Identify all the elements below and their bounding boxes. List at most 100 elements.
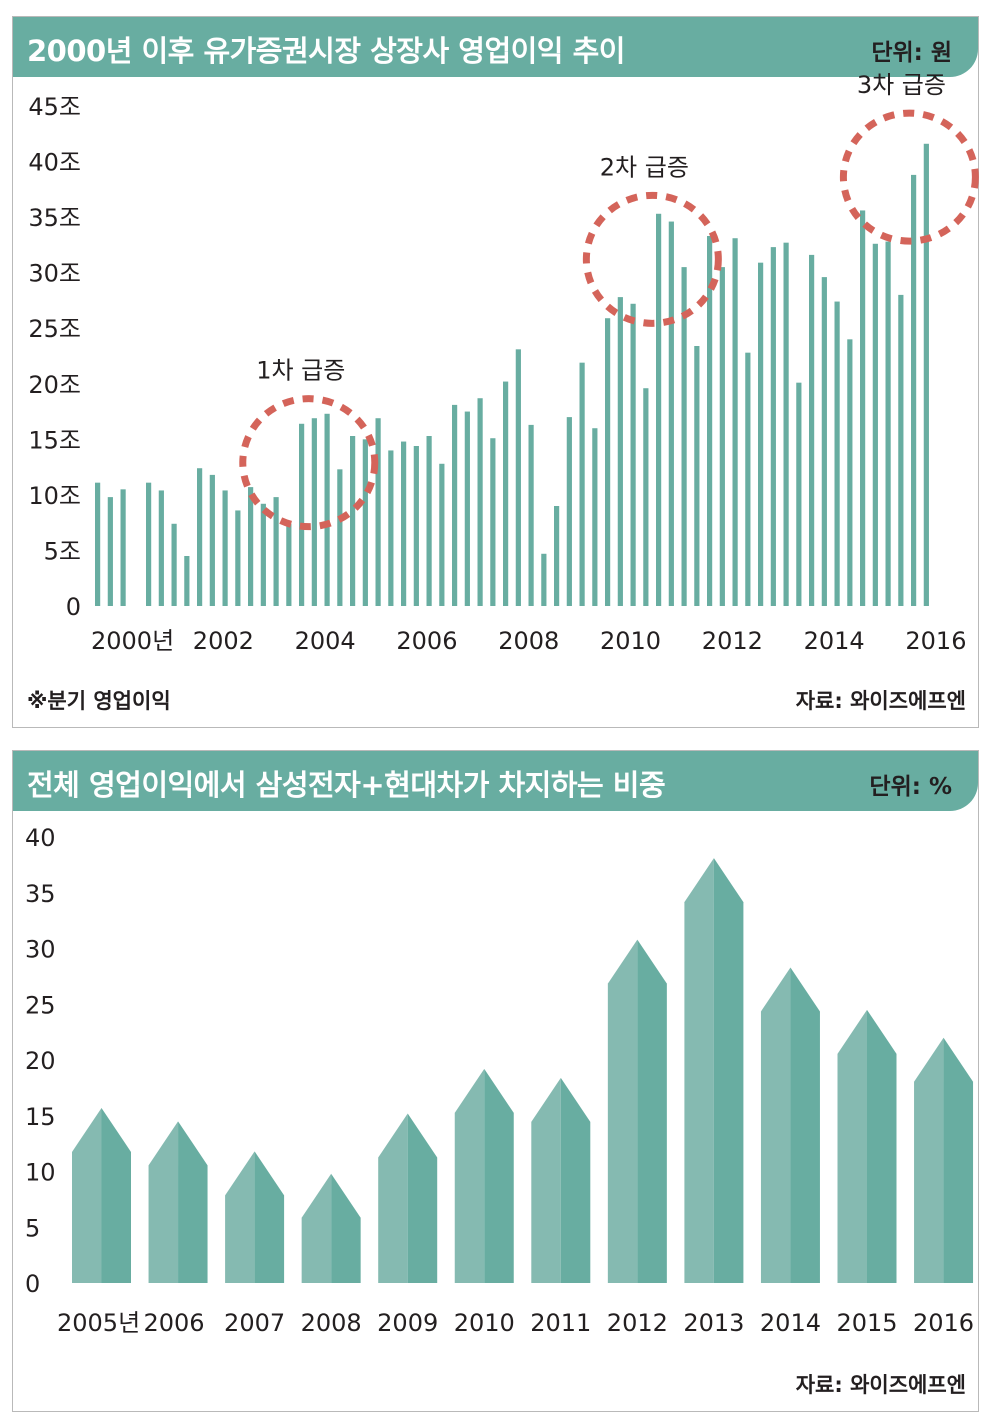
y-tick-label: 10: [25, 1159, 56, 1187]
profit-bar: [503, 381, 509, 606]
chart1-footnote: ※분기 영업이익: [27, 689, 171, 713]
chart2-source: 자료: 와이즈에프엔: [795, 1373, 966, 1397]
profit-bar: [120, 489, 126, 606]
profit-bar: [490, 438, 496, 606]
chart2-unit: 단위: %: [869, 774, 952, 800]
surge-label: 2차 급증: [600, 153, 689, 181]
y-tick-label: 5조: [44, 537, 81, 565]
y-tick-label: 20: [25, 1047, 56, 1075]
profit-bar: [719, 267, 725, 606]
profit-bar: [350, 436, 356, 606]
x-tick-label: 2008: [301, 1309, 362, 1337]
y-tick-label: 5: [25, 1214, 40, 1242]
x-tick-label: 2002: [193, 627, 254, 655]
x-tick-label: 2009: [377, 1309, 438, 1337]
y-tick-label: 0: [66, 593, 81, 621]
share-bar-light: [454, 1068, 485, 1283]
profit-bar: [656, 213, 662, 606]
profit-bar: [222, 490, 228, 606]
x-tick-label: 2011: [530, 1309, 591, 1337]
x-tick-label: 2006: [396, 627, 457, 655]
profit-bar: [260, 503, 266, 606]
surge-label: 3차 급증: [857, 71, 946, 99]
profit-bar: [668, 221, 674, 607]
profit-bar: [566, 417, 572, 606]
x-tick-label: 2015: [836, 1309, 897, 1337]
share-bar-light: [72, 1107, 102, 1283]
x-tick-label: 2005년: [57, 1309, 140, 1337]
profit-bar: [809, 254, 815, 606]
y-tick-label: 30: [25, 936, 56, 964]
share-bar-light: [914, 1037, 944, 1283]
surge-circle: [239, 395, 379, 531]
x-tick-label: 2014: [760, 1309, 821, 1337]
share-bar-light: [378, 1113, 408, 1283]
profit-bar: [146, 482, 152, 606]
share-bar-light: [148, 1121, 179, 1283]
surge-circle: [582, 191, 722, 327]
profit-bar: [464, 411, 470, 606]
profit-bar: [515, 349, 521, 606]
chart1-source: 자료: 와이즈에프엔: [795, 689, 966, 713]
y-tick-label: 15: [25, 1103, 56, 1131]
profit-bar: [528, 424, 534, 606]
profit-bar: [452, 404, 458, 606]
x-tick-label: 2010: [454, 1309, 515, 1337]
x-tick-label: 2008: [498, 627, 559, 655]
y-tick-label: 10조: [28, 482, 81, 510]
share-bar-dark: [331, 1173, 361, 1283]
share-bar-light: [301, 1173, 332, 1283]
profit-bar: [847, 339, 853, 606]
profit-bar: [923, 143, 929, 606]
share-bar-light: [225, 1151, 255, 1283]
x-tick-label: 2012: [607, 1309, 668, 1337]
profit-bar: [796, 382, 802, 606]
profit-bar: [707, 236, 713, 606]
profit-bar: [324, 413, 330, 606]
x-tick-label: 2014: [804, 627, 865, 655]
x-tick-label: 2007: [224, 1309, 285, 1337]
profit-bar: [605, 318, 611, 606]
x-tick-label: 2012: [702, 627, 763, 655]
profit-bar: [477, 398, 483, 606]
y-tick-label: 15조: [28, 426, 81, 454]
chart2-header: 전체 영업이익에서 삼성전자+현대차가 차지하는 비중 단위: %: [13, 751, 978, 811]
profit-bar: [911, 174, 917, 606]
y-tick-label: 25: [25, 991, 56, 1019]
x-tick-label: 2016: [905, 627, 966, 655]
profit-bar: [783, 242, 789, 606]
profit-bar: [630, 303, 636, 606]
x-tick-label: 2010: [600, 627, 661, 655]
profit-bar: [375, 418, 381, 606]
x-tick-label: 2000년: [91, 627, 174, 655]
chart1-title: 2000년 이후 유가증권시장 상장사 영업이익 추이: [27, 34, 625, 68]
profit-bar: [273, 497, 279, 606]
profit-bar: [184, 556, 190, 606]
chart1-unit: 단위: 원: [871, 40, 952, 66]
profit-bar: [745, 352, 751, 606]
profit-bar: [758, 262, 764, 606]
share-bar-dark: [407, 1113, 438, 1283]
y-tick-label: 25조: [28, 315, 81, 343]
x-tick-label: 2016: [913, 1309, 974, 1337]
profit-bar: [158, 490, 164, 606]
x-tick-label: 2006: [144, 1309, 205, 1337]
profit-bar: [681, 267, 687, 606]
share-bar-light: [684, 858, 714, 1283]
profit-bar: [592, 428, 598, 606]
profit-bar: [299, 423, 305, 606]
x-tick-label: 2013: [683, 1309, 744, 1337]
y-tick-label: 20조: [28, 371, 81, 399]
share-bar-light: [760, 967, 791, 1283]
profit-bar: [694, 346, 700, 606]
profit-bar: [107, 497, 113, 606]
profit-bar: [171, 523, 177, 606]
y-tick-label: 30조: [28, 260, 81, 288]
share-bar-dark: [254, 1151, 285, 1283]
surge-label: 1차 급증: [256, 357, 345, 385]
share-bar-dark: [867, 1009, 897, 1283]
profit-bar: [248, 487, 254, 606]
y-tick-label: 45조: [28, 93, 81, 121]
share-bar-dark: [101, 1107, 131, 1283]
share-bar-dark: [560, 1077, 591, 1283]
